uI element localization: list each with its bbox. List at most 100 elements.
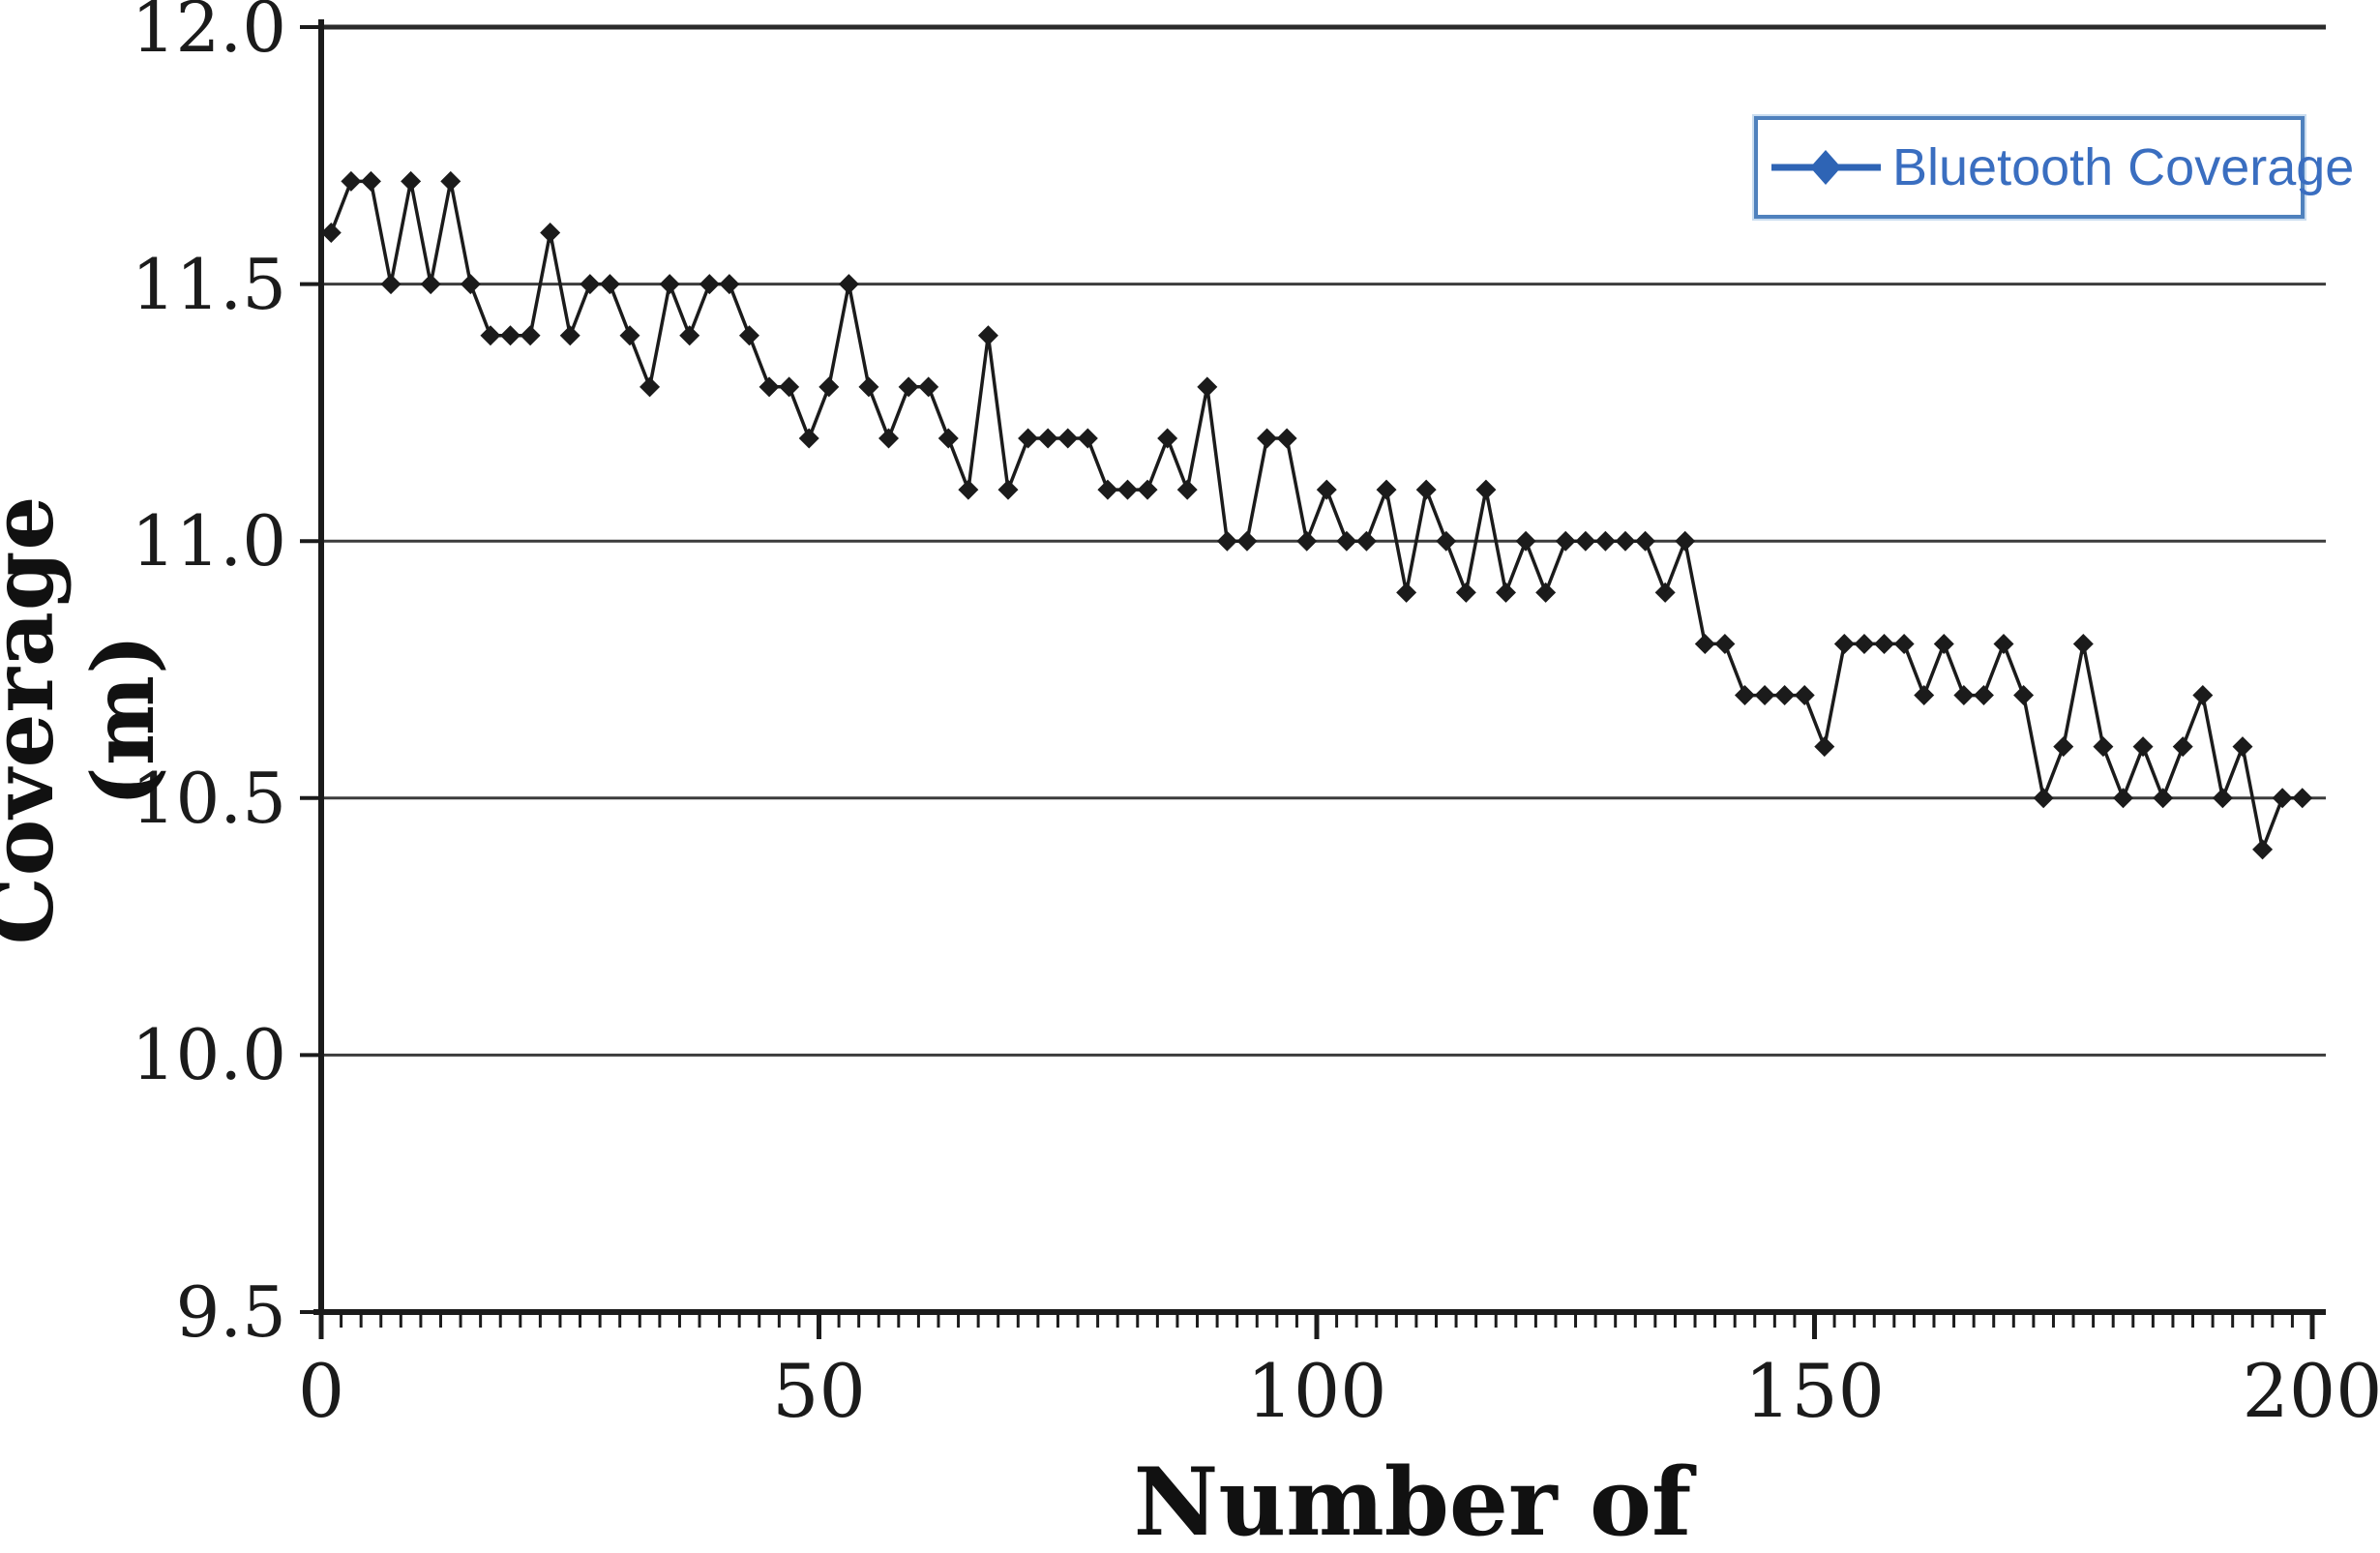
data-point-marker — [2252, 839, 2274, 860]
data-point-marker — [401, 170, 422, 192]
data-point-marker — [738, 325, 759, 346]
data-point-marker — [1257, 428, 1278, 449]
data-point-marker — [380, 274, 402, 295]
data-point-marker — [759, 376, 780, 398]
data-point-marker — [699, 274, 720, 295]
data-point-marker — [878, 428, 900, 449]
data-point-marker — [1575, 530, 1596, 552]
data-point-marker — [1316, 479, 1337, 500]
data-point-marker — [1176, 479, 1198, 500]
data-point-marker — [858, 376, 879, 398]
y-tick-label: 10.5 — [131, 757, 286, 839]
y-axis-title: Coverage (m) — [0, 494, 173, 945]
legend: Bluetooth Coverage — [1754, 116, 2354, 219]
data-point-marker — [1436, 530, 1457, 552]
data-point-marker — [360, 170, 381, 192]
data-point-marker — [918, 376, 939, 398]
data-point-marker — [640, 376, 661, 398]
data-point-marker — [997, 479, 1019, 500]
x-tick-label: 100 — [1246, 1348, 1387, 1434]
legend-line-marker-icon — [1771, 150, 1881, 185]
data-point-marker — [341, 170, 362, 192]
data-point-marker — [2172, 736, 2193, 758]
data-point-marker — [1654, 582, 1676, 603]
x-tick-label: 200 — [2242, 1348, 2380, 1434]
data-point-marker — [1157, 428, 1178, 449]
data-point-marker — [1515, 530, 1536, 552]
data-point-marker — [1396, 582, 1417, 603]
data-point-marker — [500, 325, 521, 346]
data-point-marker — [1236, 530, 1258, 552]
data-point-marker — [2192, 685, 2214, 706]
data-point-marker — [1675, 530, 1696, 552]
data-point-marker — [2132, 736, 2154, 758]
legend-label: Bluetooth Coverage — [1892, 138, 2355, 196]
data-point-marker — [1714, 633, 1736, 654]
data-point-marker — [619, 325, 640, 346]
data-point-marker — [1496, 582, 1517, 603]
data-point-marker — [1594, 530, 1616, 552]
data-point-marker — [1216, 530, 1237, 552]
x-tick-label: 0 — [297, 1348, 345, 1434]
data-point-marker — [2112, 788, 2133, 809]
data-point-marker — [898, 376, 919, 398]
data-point-marker — [2033, 788, 2054, 809]
data-point-marker — [1197, 376, 1218, 398]
data-point-marker — [1355, 530, 1377, 552]
data-point-marker — [958, 479, 979, 500]
data-point-marker — [1774, 685, 1796, 706]
data-point-marker — [2212, 788, 2233, 809]
data-point-marker — [559, 325, 580, 346]
data-point-marker — [779, 376, 800, 398]
data-point-marker — [1933, 633, 1954, 654]
data-point-marker — [2272, 788, 2293, 809]
data-point-marker — [1276, 428, 1297, 449]
data-point-marker — [1854, 633, 1875, 654]
data-point-marker — [1535, 582, 1557, 603]
data-point-marker — [1018, 428, 1039, 449]
data-point-marker — [1893, 633, 1915, 654]
data-point-marker — [1635, 530, 1656, 552]
x-tick-label: 50 — [772, 1348, 866, 1434]
data-point-marker — [1455, 582, 1476, 603]
data-point-marker — [520, 325, 541, 346]
data-point-marker — [1754, 685, 1775, 706]
data-point-marker — [2232, 736, 2253, 758]
y-tick-label: 11.5 — [131, 243, 286, 325]
data-point-marker — [1993, 633, 2014, 654]
data-point-marker — [420, 274, 441, 295]
y-tick-label: 11.0 — [131, 500, 286, 582]
data-point-marker — [1694, 633, 1715, 654]
data-point-marker — [679, 325, 700, 346]
data-point-marker — [1116, 479, 1138, 500]
data-point-marker — [838, 274, 859, 295]
data-point-marker — [599, 274, 620, 295]
data-point-marker — [480, 325, 501, 346]
y-tick-label: 12.0 — [131, 0, 286, 68]
data-point-marker — [659, 274, 680, 295]
data-point-marker — [937, 428, 959, 449]
data-point-marker — [1137, 479, 1158, 500]
data-point-marker — [1874, 633, 1895, 654]
data-point-marker — [2093, 736, 2114, 758]
data-point-marker — [1814, 736, 1835, 758]
data-point-marker — [580, 274, 601, 295]
data-point-marker — [1415, 479, 1437, 500]
data-point-marker — [1097, 479, 1118, 500]
data-point-marker — [1615, 530, 1636, 552]
data-point-marker — [1794, 685, 1815, 706]
data-point-marker — [818, 376, 840, 398]
data-point-marker — [320, 222, 342, 243]
data-point-marker — [1953, 685, 1975, 706]
data-point-marker — [1376, 479, 1397, 500]
data-point-marker — [1077, 428, 1098, 449]
y-tick-label: 9.5 — [175, 1271, 286, 1353]
data-point-marker — [1973, 685, 1994, 706]
data-point-marker — [1037, 428, 1058, 449]
data-point-marker — [2053, 736, 2074, 758]
data-point-marker — [2292, 788, 2313, 809]
data-point-marker — [1296, 530, 1318, 552]
data-point-marker — [1057, 428, 1079, 449]
